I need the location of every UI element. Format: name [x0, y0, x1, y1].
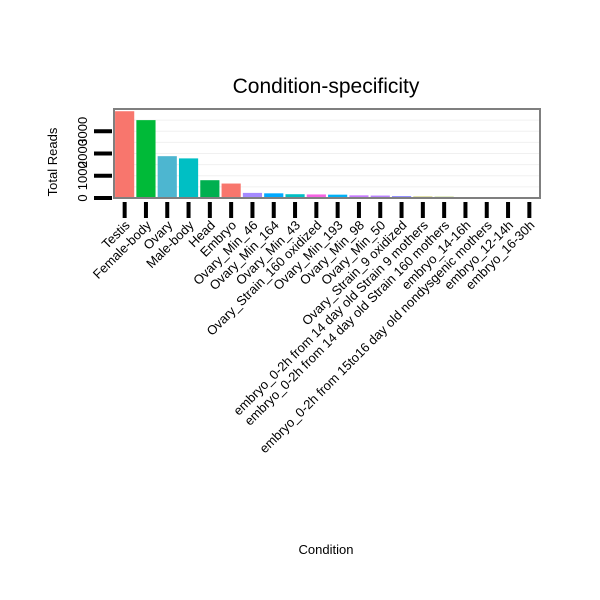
y-tick-label: 0: [75, 194, 90, 201]
bar-6: [221, 183, 241, 198]
plot-border: [113, 108, 541, 199]
bar-4: [178, 158, 199, 198]
bar-13: [370, 195, 390, 198]
bar-9: [285, 194, 305, 198]
bar-1: [115, 111, 135, 198]
bar-10: [306, 194, 326, 198]
bar-2: [136, 120, 156, 198]
y-tick-label: 2000: [75, 139, 90, 168]
y-axis-title: Total Reads: [45, 127, 60, 196]
bar-11: [328, 194, 348, 198]
y-tick-label: 1000: [75, 161, 90, 190]
bar-8: [264, 193, 284, 198]
chart-title: Condition-specificity: [233, 75, 420, 98]
y-tick-label: 3000: [75, 117, 90, 146]
bar-7: [242, 192, 263, 198]
bar-3: [157, 156, 177, 198]
bar-12: [349, 195, 369, 198]
bar-14: [391, 195, 412, 198]
x-axis-title: Condition: [299, 542, 354, 557]
plot-area: 0100020003000TestisFemale-bodyOvaryMale-…: [75, 108, 541, 456]
bar-5: [200, 180, 220, 198]
